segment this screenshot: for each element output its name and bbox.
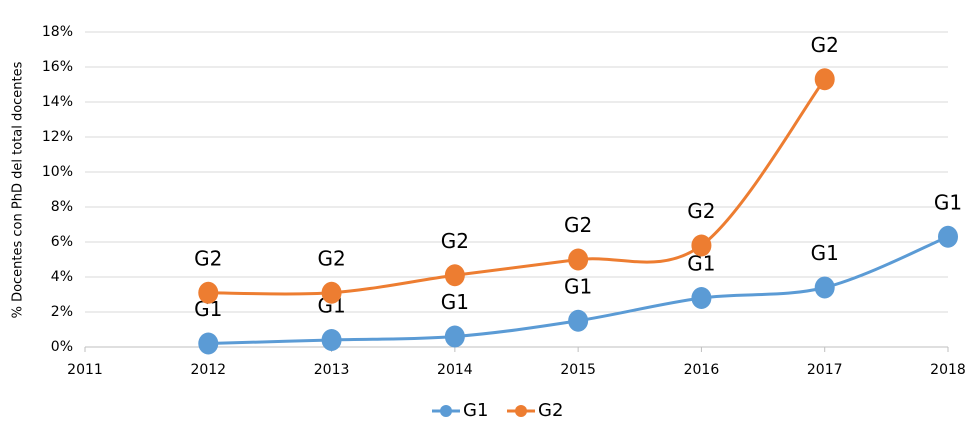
x-tick-label: 2017 xyxy=(807,362,843,378)
point xyxy=(814,276,835,299)
y-tick-label: 2% xyxy=(51,304,73,320)
data-label: G2 xyxy=(441,229,469,253)
point xyxy=(321,281,342,304)
x-tick-label: 2015 xyxy=(560,362,596,378)
legend-label: G1 xyxy=(463,400,488,421)
data-label: G2 xyxy=(564,213,592,237)
y-tick-label: 12% xyxy=(42,129,73,145)
x-tick-label: 2018 xyxy=(930,362,966,378)
x-tick-label: 2016 xyxy=(684,362,720,378)
point xyxy=(814,68,835,91)
y-tick-label: 16% xyxy=(42,59,73,75)
point xyxy=(568,309,589,332)
point xyxy=(691,287,712,309)
data-label: G1 xyxy=(811,241,839,265)
x-tick-label: 2011 xyxy=(67,362,103,378)
y-tick-label: 14% xyxy=(42,94,73,110)
y-tick-label: 0% xyxy=(51,339,73,355)
point xyxy=(198,332,219,355)
data-label: G2 xyxy=(317,246,345,270)
data-label: G1 xyxy=(564,274,592,298)
point xyxy=(444,325,465,348)
data-label: G1 xyxy=(934,190,962,214)
x-tick-label: 2013 xyxy=(314,362,350,378)
y-tick-label: 10% xyxy=(42,164,73,180)
series-line xyxy=(208,78,826,296)
data-label: G2 xyxy=(811,33,839,57)
y-tick-label: 8% xyxy=(51,199,73,215)
point xyxy=(568,248,589,271)
y-tick-label: 6% xyxy=(51,234,73,250)
x-tick-label: 2012 xyxy=(190,362,226,378)
y-axis-label: % Docentes con PhD del total docentes xyxy=(11,61,26,318)
x-tick-label: 2014 xyxy=(437,362,473,378)
y-tick-label: 4% xyxy=(51,269,73,285)
point xyxy=(938,225,958,248)
point xyxy=(198,281,219,304)
data-label: G2 xyxy=(687,199,715,223)
point xyxy=(444,264,465,287)
data-label: G1 xyxy=(441,290,469,314)
legend-label: G2 xyxy=(538,400,563,421)
y-tick-label: 18% xyxy=(42,24,73,40)
data-label: G2 xyxy=(194,246,222,270)
point xyxy=(321,329,342,351)
point xyxy=(691,234,712,257)
legend-marker xyxy=(515,405,527,417)
legend-marker xyxy=(440,405,452,417)
